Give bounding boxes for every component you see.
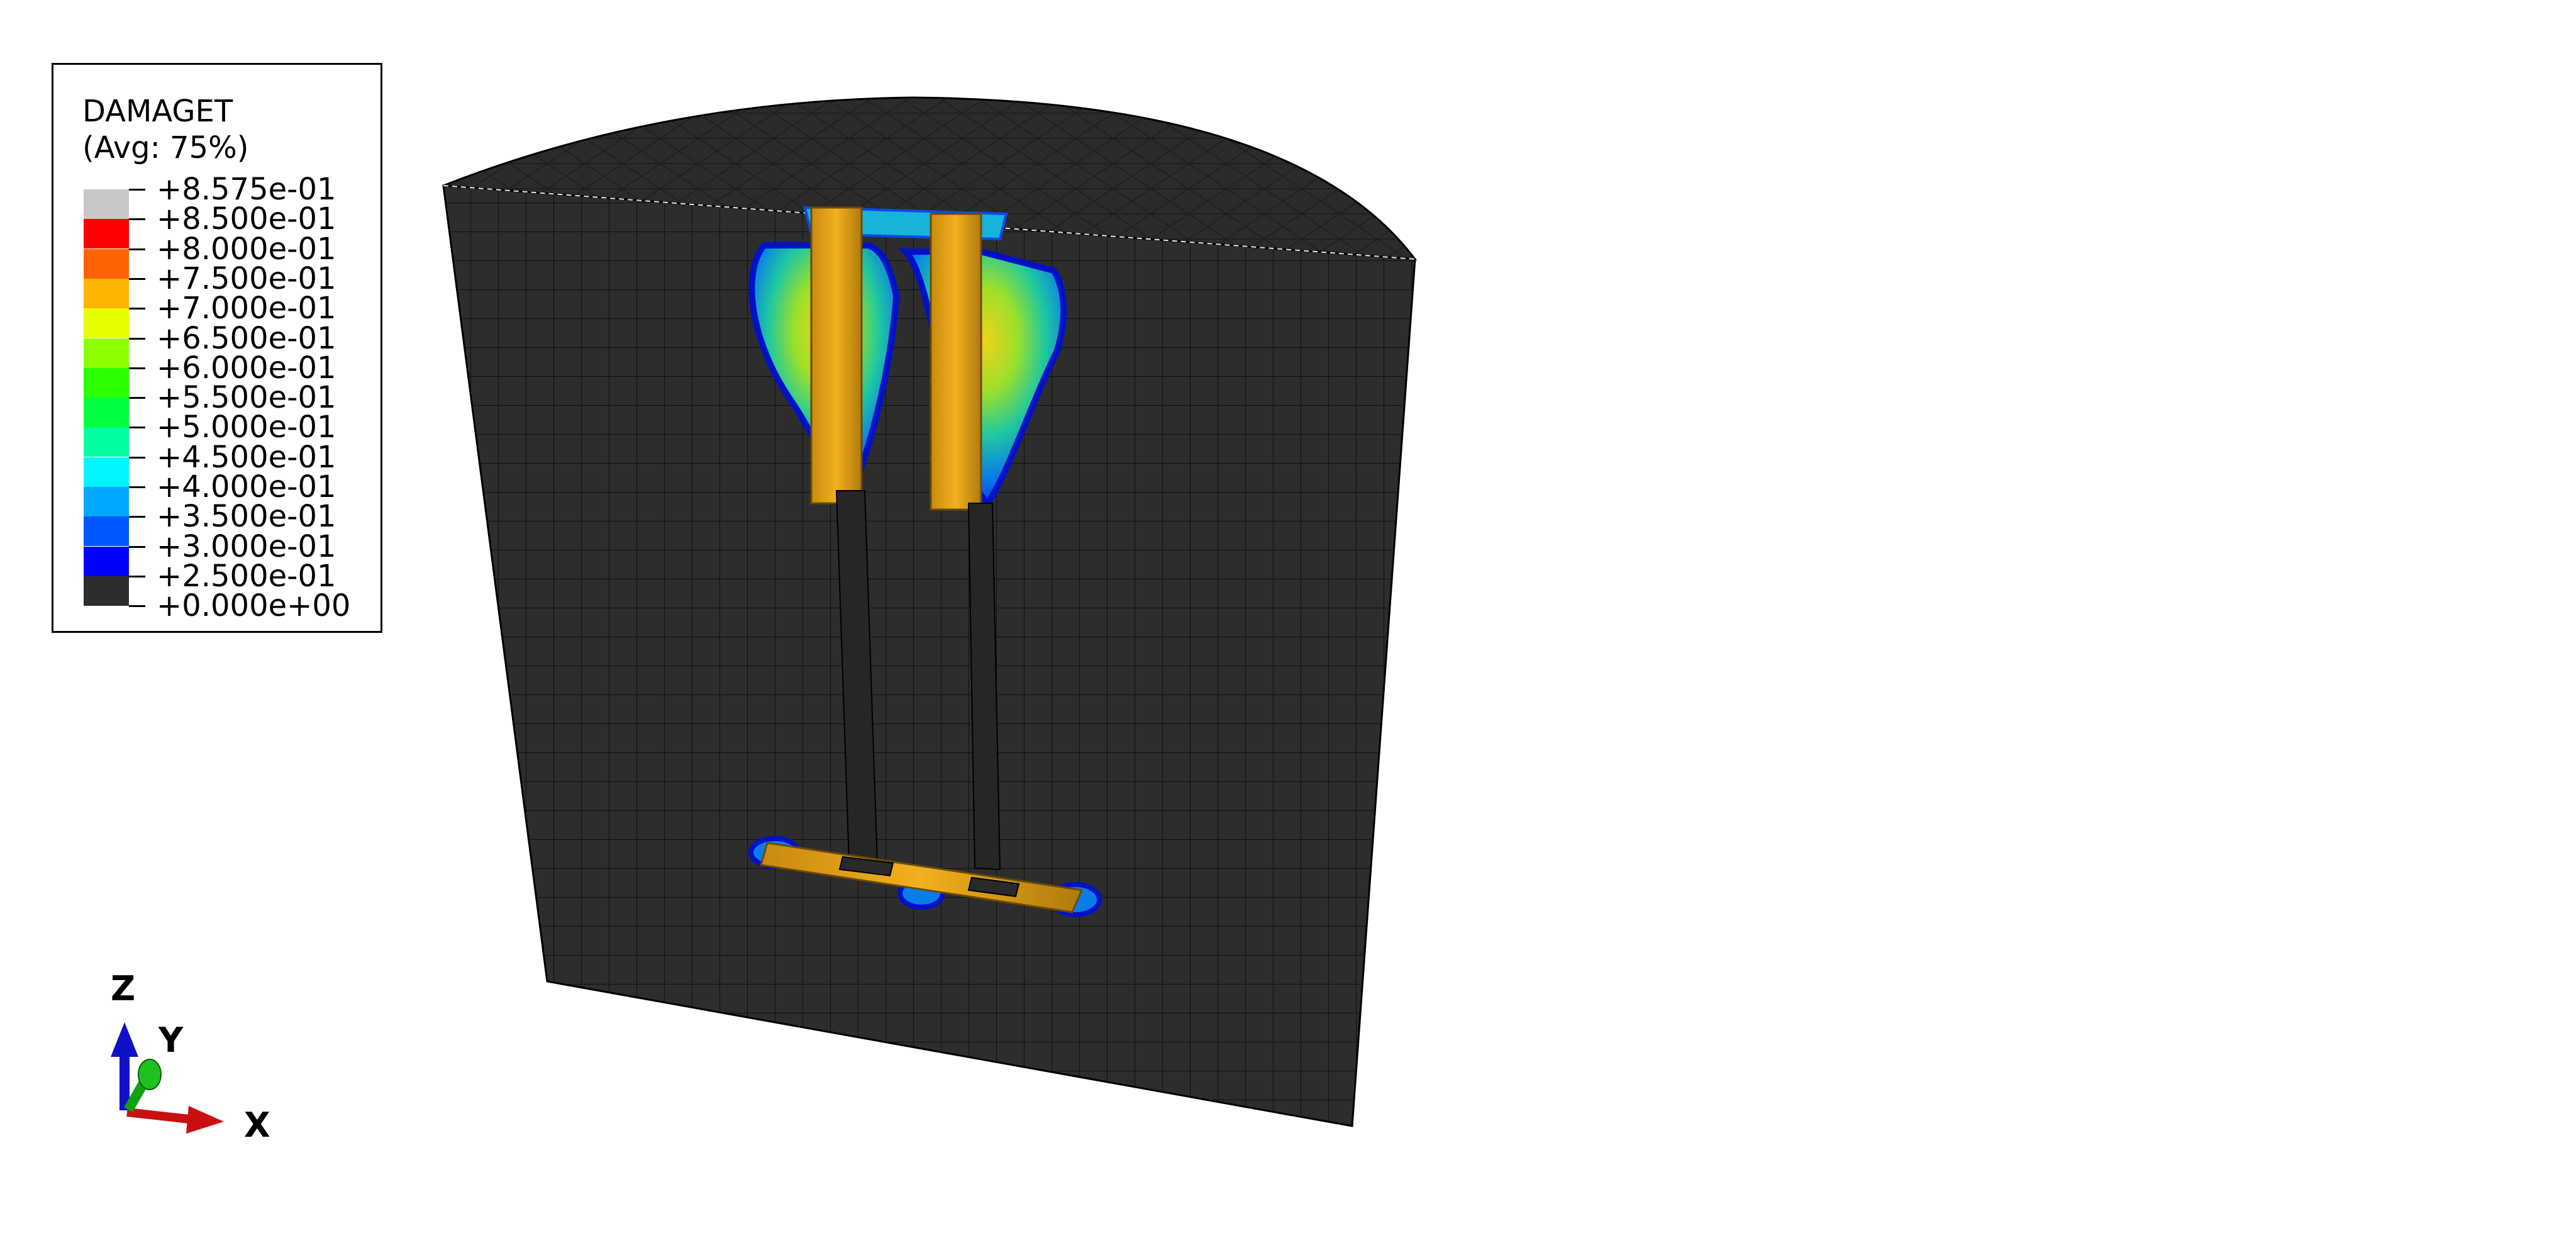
legend-color-swatch xyxy=(84,576,129,606)
legend-level-label: +4.000e-01 xyxy=(157,469,336,505)
contour-legend: DAMAGET (Avg: 75%) +8.575e-01 +8.500e-01 +… xyxy=(52,63,382,633)
legend-tick xyxy=(129,189,145,191)
legend-tick xyxy=(129,605,145,608)
legend-tick xyxy=(129,456,145,459)
legend-level-label: +8.575e-01 xyxy=(157,172,336,207)
legend-tick xyxy=(129,308,145,310)
legend-level-label: +8.500e-01 xyxy=(157,201,336,237)
legend-color-swatch xyxy=(84,487,129,516)
legend-level-label: +5.000e-01 xyxy=(157,410,336,445)
legend-color-swatch xyxy=(84,427,129,457)
legend-subtitle: (Avg: 75%) xyxy=(82,130,249,165)
legend-color-swatch xyxy=(84,457,129,487)
z-axis-label: Z xyxy=(111,969,136,1008)
legend-level-label: +0.000e+00 xyxy=(157,588,351,624)
legend-level-label: +7.500e-01 xyxy=(157,260,336,296)
legend-tick xyxy=(129,277,145,280)
bottom-plate xyxy=(748,836,1102,917)
fe-model xyxy=(442,96,1418,1127)
legend-color-swatch xyxy=(84,338,129,368)
anchor-shaft-right xyxy=(930,213,982,511)
legend-level-label: +6.000e-01 xyxy=(157,350,336,386)
legend-color-swatch xyxy=(84,546,129,576)
legend-level-label: +3.500e-01 xyxy=(157,499,336,535)
legend-color-swatch xyxy=(84,248,129,279)
y-axis-label: Y xyxy=(158,1020,184,1060)
legend-tick xyxy=(129,545,145,548)
legend-color-swatch xyxy=(84,219,129,249)
legend-tick xyxy=(129,248,145,250)
legend-tick xyxy=(129,397,145,399)
legend-tick xyxy=(129,337,145,340)
legend-tick xyxy=(129,575,145,577)
anchor-shaft-left xyxy=(810,206,863,505)
legend-tick xyxy=(129,486,145,488)
orientation-triad xyxy=(111,1022,224,1134)
legend-tick xyxy=(129,516,145,518)
legend-level-label: +3.000e-01 xyxy=(157,528,336,564)
legend-level-label: +8.000e-01 xyxy=(157,231,336,267)
legend-color-swatch xyxy=(84,189,129,219)
legend-tick xyxy=(129,367,145,369)
legend-level-label: +7.000e-01 xyxy=(157,291,336,326)
legend-color-swatch xyxy=(84,278,129,308)
legend-tick xyxy=(129,427,145,429)
legend-level-label: +2.500e-01 xyxy=(157,558,336,594)
legend-tick xyxy=(129,218,145,221)
legend-title: DAMAGET xyxy=(82,94,233,129)
legend-color-swatch xyxy=(84,516,129,547)
legend-color-swatch xyxy=(84,367,129,398)
x-axis-arrow xyxy=(126,1108,196,1124)
x-axis-label: X xyxy=(244,1105,270,1145)
legend-level-label: +4.500e-01 xyxy=(157,439,336,475)
legend-level-label: +5.500e-01 xyxy=(157,380,336,416)
legend-color-swatch xyxy=(84,308,129,338)
legend-color-swatch xyxy=(84,398,129,428)
legend-level-label: +6.500e-01 xyxy=(157,320,336,356)
